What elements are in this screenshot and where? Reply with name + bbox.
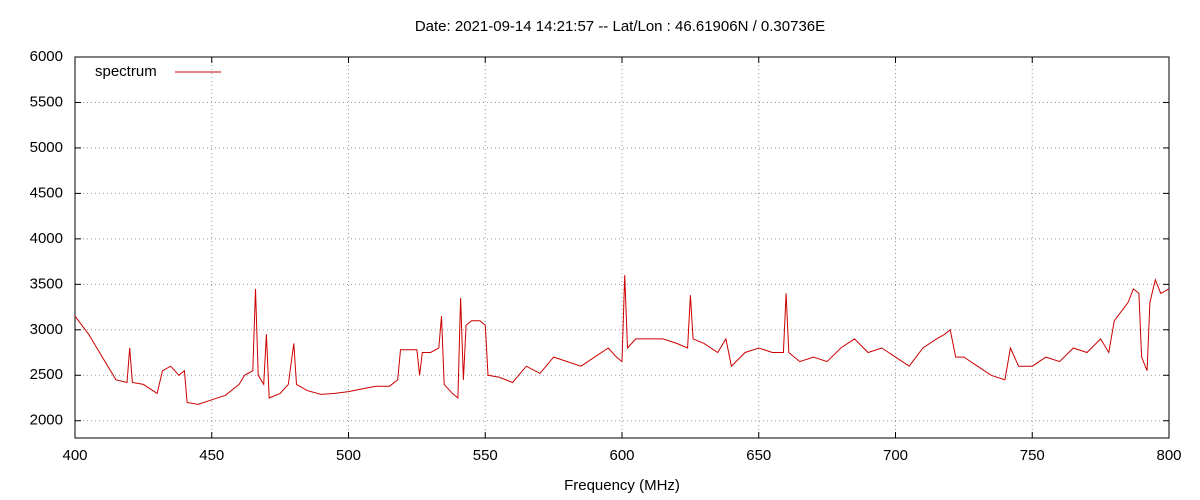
x-axis-label: Frequency (MHz) bbox=[564, 477, 680, 494]
x-tick-label: 550 bbox=[473, 447, 498, 464]
y-tick-label: 6000 bbox=[30, 48, 63, 65]
x-tick-label: 800 bbox=[1156, 447, 1181, 464]
series-line bbox=[74, 275, 1170, 405]
y-tick-label: 5500 bbox=[30, 93, 63, 110]
x-tick-label: 450 bbox=[199, 447, 224, 464]
y-tick-label: 4500 bbox=[30, 184, 63, 201]
y-tick-label: 3500 bbox=[30, 275, 63, 292]
x-tick-label: 650 bbox=[746, 447, 771, 464]
plot-frame bbox=[74, 56, 1170, 439]
x-tick-label: 700 bbox=[883, 447, 908, 464]
y-tick-label: 4000 bbox=[30, 230, 63, 247]
y-tick-label: 5000 bbox=[30, 139, 63, 156]
chart-title: Date: 2021-09-14 14:21:57 -- Lat/Lon : 4… bbox=[415, 18, 825, 35]
legend-label: spectrum bbox=[95, 63, 157, 80]
y-tick-label: 2500 bbox=[30, 366, 63, 383]
x-tick-label: 400 bbox=[62, 447, 87, 464]
x-tick-label: 500 bbox=[336, 447, 361, 464]
x-tick-label: 600 bbox=[609, 447, 634, 464]
y-tick-label: 2000 bbox=[30, 412, 63, 429]
x-tick-label: 750 bbox=[1020, 447, 1045, 464]
y-tick-label: 3000 bbox=[30, 321, 63, 338]
